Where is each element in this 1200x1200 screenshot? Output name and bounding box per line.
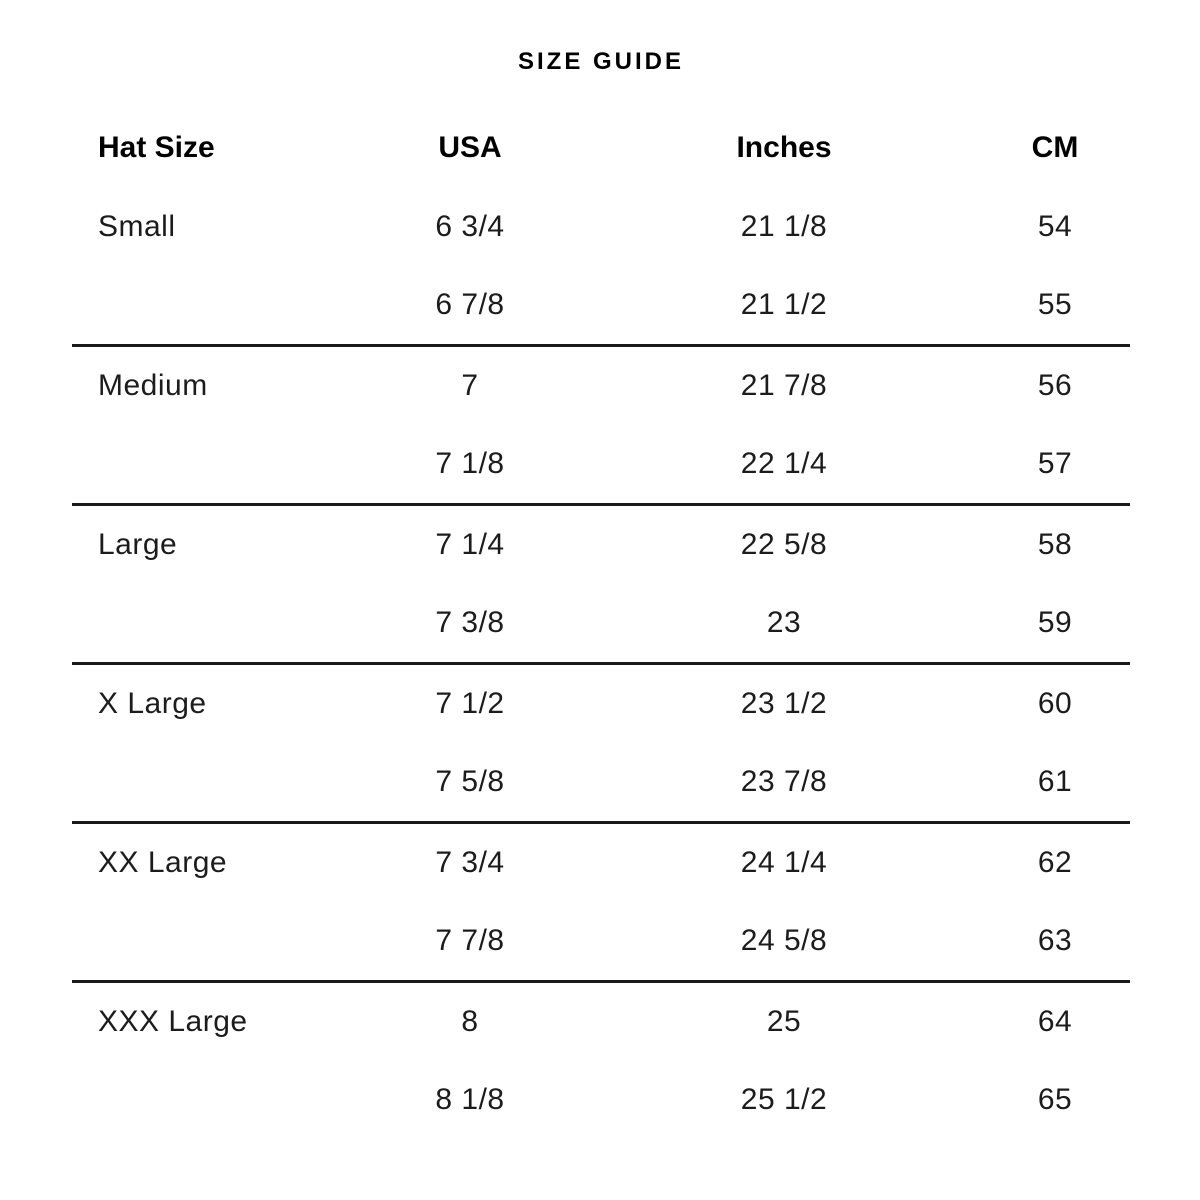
page-title: SIZE GUIDE: [517, 48, 685, 75]
cell-inches: 23 1/2: [740, 687, 828, 720]
cell-hat-size: XXX Large: [98, 1005, 248, 1038]
header-inches: Inches: [736, 131, 832, 164]
cell-usa: 7 1/2: [435, 687, 505, 720]
cell-usa: 7 5/8: [435, 765, 505, 798]
cell-hat-size: Small: [98, 210, 176, 243]
cell-usa: 8: [461, 1005, 479, 1038]
header-usa: USA: [438, 131, 502, 164]
table-row: Medium 7 21 7/8 56: [72, 346, 1130, 426]
table-header: Hat Size USA Inches CM: [72, 108, 1130, 188]
cell-usa: 7 1/4: [435, 528, 505, 561]
cell-cm: 56: [1037, 369, 1073, 402]
cell-hat-size: XX Large: [98, 846, 228, 879]
table-row: 7 7/8 24 5/8 63: [72, 902, 1130, 982]
cell-inches: 22 1/4: [740, 447, 828, 480]
cell-hat-size: [72, 584, 352, 664]
table-row: Large 7 1/4 22 5/8 58: [72, 505, 1130, 585]
cell-usa: 6 7/8: [435, 288, 505, 321]
cell-usa: 7 3/8: [435, 606, 505, 639]
table-row: 6 7/8 21 1/2 55: [72, 266, 1130, 346]
cell-inches: 21 7/8: [740, 369, 828, 402]
cell-hat-size: [72, 1061, 352, 1139]
cell-usa: 7: [461, 369, 479, 402]
cell-cm: 59: [1037, 606, 1073, 639]
cell-inches: 23 7/8: [740, 765, 828, 798]
cell-cm: 62: [1037, 846, 1073, 879]
cell-inches: 23: [766, 606, 802, 639]
cell-hat-size: Large: [98, 528, 178, 561]
size-group: Medium 7 21 7/8 56 7 1/8 22 1/4 57: [72, 346, 1130, 505]
cell-usa: 7 3/4: [435, 846, 505, 879]
cell-usa: 6 3/4: [435, 210, 505, 243]
cell-inches: 24 5/8: [740, 924, 828, 957]
size-group: XXX Large 8 25 64 8 1/8 25 1/2 65: [72, 982, 1130, 1140]
size-guide-page: SIZE GUIDE Hat Size USA Inches CM Small 6…: [72, 0, 1130, 1139]
cell-inches: 25: [766, 1005, 802, 1038]
size-guide-table: Hat Size USA Inches CM Small 6 3/4 21 1/8 5…: [72, 108, 1130, 1139]
cell-hat-size: Medium: [98, 369, 208, 402]
size-group: XX Large 7 3/4 24 1/4 62 7 7/8 24 5/8 63: [72, 823, 1130, 982]
header-row: Hat Size USA Inches CM: [72, 108, 1130, 188]
cell-hat-size: [72, 902, 352, 982]
cell-cm: 61: [1037, 765, 1073, 798]
cell-inches: 24 1/4: [740, 846, 828, 879]
cell-cm: 65: [1037, 1083, 1073, 1116]
table-row: X Large 7 1/2 23 1/2 60: [72, 664, 1130, 744]
header-hat-size: Hat Size: [98, 131, 215, 164]
header-cm: CM: [1031, 131, 1079, 164]
cell-inches: 22 5/8: [740, 528, 828, 561]
cell-usa: 8 1/8: [435, 1083, 505, 1116]
cell-inches: 21 1/2: [740, 288, 828, 321]
table-row: 7 5/8 23 7/8 61: [72, 743, 1130, 823]
cell-cm: 64: [1037, 1005, 1073, 1038]
cell-hat-size: [72, 266, 352, 346]
cell-usa: 7 7/8: [435, 924, 505, 957]
cell-inches: 21 1/8: [740, 210, 828, 243]
table-row: 7 1/8 22 1/4 57: [72, 425, 1130, 505]
size-group: Small 6 3/4 21 1/8 54 6 7/8 21 1/2 55: [72, 188, 1130, 346]
table-row: Small 6 3/4 21 1/8 54: [72, 188, 1130, 266]
cell-hat-size: X Large: [98, 687, 207, 720]
table-row: XX Large 7 3/4 24 1/4 62: [72, 823, 1130, 903]
cell-hat-size: [72, 425, 352, 505]
table-row: XXX Large 8 25 64: [72, 982, 1130, 1062]
cell-cm: 54: [1037, 210, 1073, 243]
cell-cm: 60: [1037, 687, 1073, 720]
size-group: Large 7 1/4 22 5/8 58 7 3/8 23 59: [72, 505, 1130, 664]
table-row: 7 3/8 23 59: [72, 584, 1130, 664]
cell-cm: 55: [1037, 288, 1073, 321]
cell-cm: 57: [1037, 447, 1073, 480]
cell-cm: 58: [1037, 528, 1073, 561]
cell-cm: 63: [1037, 924, 1073, 957]
cell-usa: 7 1/8: [435, 447, 505, 480]
table-row: 8 1/8 25 1/2 65: [72, 1061, 1130, 1139]
cell-inches: 25 1/2: [740, 1083, 828, 1116]
size-group: X Large 7 1/2 23 1/2 60 7 5/8 23 7/8 61: [72, 664, 1130, 823]
cell-hat-size: [72, 743, 352, 823]
